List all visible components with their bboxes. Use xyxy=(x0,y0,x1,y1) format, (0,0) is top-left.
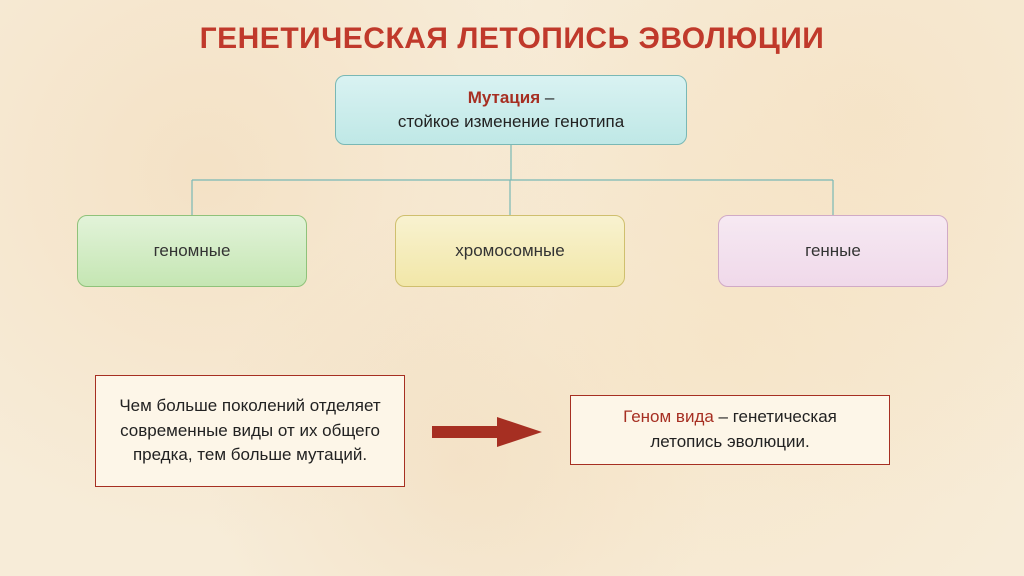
root-node: Мутация – стойкое изменение генотипа xyxy=(335,75,687,145)
child-node: геномные xyxy=(77,215,307,287)
bottom-left-text: Чем больше поколений отделяет современны… xyxy=(102,394,398,468)
root-line1: Мутация – xyxy=(468,86,555,110)
root-term: Мутация xyxy=(468,88,540,107)
child-node: хромосомные xyxy=(395,215,625,287)
root-dash: – xyxy=(540,88,554,107)
page-title: ГЕНЕТИЧЕСКАЯ ЛЕТОПИСЬ ЭВОЛЮЦИИ xyxy=(0,22,1024,56)
child-label: генные xyxy=(805,241,861,261)
child-node: генные xyxy=(718,215,948,287)
child-label: хромосомные xyxy=(455,241,564,261)
bottom-right-content: Геном вида – генетическая летопись эволю… xyxy=(585,405,875,454)
bottom-right-box: Геном вида – генетическая летопись эволю… xyxy=(570,395,890,465)
bottom-left-box: Чем больше поколений отделяет современны… xyxy=(95,375,405,487)
title-text: ГЕНЕТИЧЕСКАЯ ЛЕТОПИСЬ ЭВОЛЮЦИИ xyxy=(200,22,825,55)
bottom-right-term: Геном вида xyxy=(623,407,714,426)
arrow-icon xyxy=(432,417,542,447)
child-label: геномные xyxy=(154,241,231,261)
root-definition: стойкое изменение генотипа xyxy=(398,110,624,134)
